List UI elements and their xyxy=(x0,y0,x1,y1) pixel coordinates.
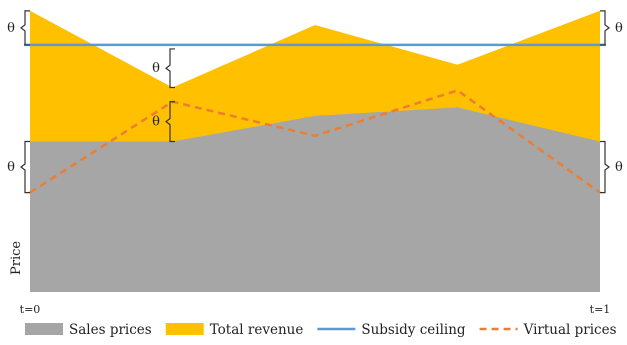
left-lower-brace xyxy=(20,140,30,194)
right-upper-brace xyxy=(600,10,610,46)
mid-upper-brace xyxy=(165,48,175,89)
legend: Sales prices Total revenue Subsidy ceiling… xyxy=(25,322,617,338)
sales-prices-legend-label: Sales prices xyxy=(69,322,152,338)
virtual-prices-line xyxy=(29,89,601,194)
mid-upper-theta-label: θ xyxy=(152,61,160,76)
sales-prices-legend-swatch xyxy=(25,323,63,335)
left-upper-brace xyxy=(20,10,30,46)
x-tick-end: t=1 xyxy=(590,303,611,316)
sales-prices-area xyxy=(30,107,600,293)
total-revenue-legend-swatch xyxy=(165,323,204,335)
subsidy-ceiling-legend-label: Subsidy ceiling xyxy=(361,322,466,338)
left-lower-theta-label: θ xyxy=(7,160,15,175)
mid-lower-theta-label: θ xyxy=(152,115,160,130)
right-lower-theta-label: θ xyxy=(615,160,623,175)
plot-area xyxy=(24,10,606,293)
x-tick-start: t=0 xyxy=(20,303,41,316)
right-upper-theta-label: θ xyxy=(615,21,623,36)
mid-lower-brace xyxy=(165,101,175,143)
right-lower-brace xyxy=(600,140,610,194)
virtual-prices-legend-label: Virtual prices xyxy=(523,322,617,338)
left-upper-theta-label: θ xyxy=(7,21,15,36)
total-revenue-legend-label: Total revenue xyxy=(210,322,304,338)
y-axis-label: Price xyxy=(9,241,24,275)
theta-braces: θ θ θ θ θ θ xyxy=(7,10,623,194)
